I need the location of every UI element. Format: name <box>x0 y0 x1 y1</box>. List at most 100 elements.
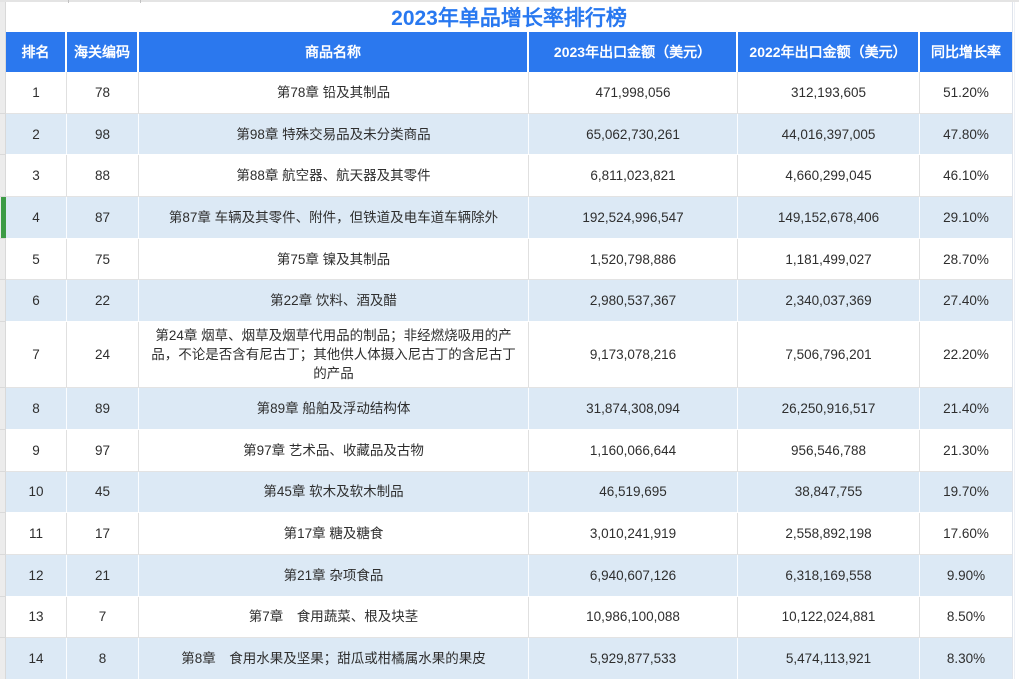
rank-cell[interactable]: 1 <box>6 72 67 113</box>
amount-2022-cell[interactable]: 6,318,169,558 <box>738 554 920 596</box>
rank-cell[interactable]: 10 <box>6 471 67 513</box>
rank-cell[interactable]: 7 <box>6 322 67 388</box>
hs-code-cell[interactable]: 7 <box>67 596 139 638</box>
product-name-cell[interactable]: 第24章 烟草、烟草及烟草代用品的制品；非经燃烧吸用的产品，不论是否含有尼古丁；… <box>139 322 529 388</box>
amount-2022-cell[interactable]: 26,250,916,517 <box>738 388 920 429</box>
table-row[interactable]: 10 45 第45章 软木及软木制品 46,519,695 38,847,755 19.7… <box>0 471 1019 514</box>
product-name-cell[interactable]: 第17章 糖及糖食 <box>139 513 529 554</box>
hs-code-cell[interactable]: 88 <box>67 155 139 197</box>
growth-rate-cell[interactable]: 9.90% <box>946 567 986 583</box>
col-header-rank[interactable]: 排名 <box>6 32 67 72</box>
growth-rate-cell[interactable]: 8.30% <box>946 651 986 667</box>
growth-rate-cell[interactable]: 27.40% <box>943 293 989 309</box>
amount-2022-cell[interactable]: 10,122,024,881 <box>738 596 920 638</box>
product-name-cell[interactable]: 第97章 艺术品、收藏品及古物 <box>139 429 529 471</box>
col-header-product[interactable]: 商品名称 <box>139 32 529 72</box>
rank-cell[interactable]: 8 <box>6 388 67 429</box>
growth-rate-cell[interactable]: 51.20% <box>943 84 989 100</box>
growth-rate-cell[interactable]: 17.60% <box>943 526 989 542</box>
rank-cell[interactable]: 2 <box>6 113 67 155</box>
amount-2023-cell[interactable]: 9,173,078,216 <box>529 322 738 388</box>
amount-2022-cell[interactable]: 312,193,605 <box>738 72 920 113</box>
hs-code-cell[interactable]: 8 <box>67 638 139 679</box>
hs-code-cell[interactable]: 45 <box>67 471 139 513</box>
amount-2023-cell[interactable]: 2,980,537,367 <box>529 280 738 322</box>
amount-2022-cell[interactable]: 149,152,678,406 <box>738 197 920 238</box>
table-row[interactable]: 5 75 第75章 镍及其制品 1,520,798,886 1,181,499,027 2… <box>0 238 1019 281</box>
table-row[interactable]: 14 8 第8章 食用水果及坚果；甜瓜或柑橘属水果的果皮 5,929,877,533 5… <box>0 638 1019 679</box>
amount-2023-cell[interactable]: 3,010,241,919 <box>529 513 738 554</box>
product-name-cell[interactable]: 第88章 航空器、航天器及其零件 <box>139 155 529 197</box>
hs-code-cell[interactable]: 21 <box>67 554 139 596</box>
product-name-cell[interactable]: 第89章 船舶及浮动结构体 <box>139 388 529 429</box>
amount-2023-cell[interactable]: 471,998,056 <box>529 72 738 113</box>
col-header-hs-code[interactable]: 海关编码 <box>67 32 139 72</box>
amount-2023-cell[interactable]: 1,160,066,644 <box>529 429 738 471</box>
amount-2022-cell[interactable]: 1,181,499,027 <box>738 238 920 280</box>
product-name-cell[interactable]: 第75章 镍及其制品 <box>139 238 529 280</box>
hs-code-cell[interactable]: 17 <box>67 513 139 554</box>
col-header-export-2023[interactable]: 2023年出口金额（美元） <box>529 32 738 72</box>
amount-2022-cell[interactable]: 44,016,397,005 <box>738 113 920 155</box>
hs-code-cell[interactable]: 89 <box>67 388 139 429</box>
amount-2023-cell[interactable]: 6,811,023,821 <box>529 155 738 197</box>
amount-2023-cell[interactable]: 5,929,877,533 <box>529 638 738 679</box>
amount-2023-cell[interactable]: 192,524,996,547 <box>529 197 738 238</box>
table-row[interactable]: 8 89 第89章 船舶及浮动结构体 31,874,308,094 26,250,916… <box>0 388 1019 430</box>
amount-2023-cell[interactable]: 6,940,607,126 <box>529 554 738 596</box>
hs-code-cell[interactable]: 22 <box>67 280 139 322</box>
growth-rate-cell[interactable]: 21.30% <box>943 442 989 458</box>
table-row[interactable]: 2 98 第98章 特殊交易品及未分类商品 65,062,730,261 44,016,… <box>0 113 1019 156</box>
hs-code-cell[interactable]: 98 <box>67 113 139 155</box>
table-row[interactable]: 3 88 第88章 航空器、航天器及其零件 6,811,023,821 4,660,29… <box>0 155 1019 198</box>
rank-cell[interactable]: 14 <box>6 638 67 679</box>
amount-2022-cell[interactable]: 38,847,755 <box>738 471 920 513</box>
table-row[interactable]: 12 21 第21章 杂项食品 6,940,607,126 6,318,169,558 9… <box>0 554 1019 597</box>
growth-rate-cell[interactable]: 46.10% <box>943 168 989 184</box>
product-name-cell[interactable]: 第98章 特殊交易品及未分类商品 <box>139 113 529 155</box>
table-row[interactable]: 11 17 第17章 糖及糖食 3,010,241,919 2,558,892,198 1… <box>0 513 1019 555</box>
growth-rate-cell[interactable]: 47.80% <box>943 126 989 142</box>
product-name-cell[interactable]: 第21章 杂项食品 <box>139 554 529 596</box>
product-name-cell[interactable]: 第78章 铅及其制品 <box>139 72 529 113</box>
product-name-cell[interactable]: 第7章 食用蔬菜、根及块茎 <box>139 596 529 638</box>
table-row[interactable]: 4 87 第87章 车辆及其零件、附件，但铁道及电车道车辆除外 192,524,996… <box>0 197 1019 239</box>
amount-2022-cell[interactable]: 5,474,113,921 <box>738 638 920 679</box>
col-header-growth-rate[interactable]: 同比增长率 <box>931 44 1001 60</box>
rank-cell[interactable]: 6 <box>6 280 67 322</box>
amount-2022-cell[interactable]: 2,558,892,198 <box>738 513 920 554</box>
product-name-cell[interactable]: 第8章 食用水果及坚果；甜瓜或柑橘属水果的果皮 <box>139 638 529 679</box>
rank-cell[interactable]: 12 <box>6 554 67 596</box>
amount-2023-cell[interactable]: 1,520,798,886 <box>529 238 738 280</box>
rank-cell[interactable]: 4 <box>6 197 67 238</box>
hs-code-cell[interactable]: 87 <box>67 197 139 238</box>
product-name-cell[interactable]: 第45章 软木及软木制品 <box>139 471 529 513</box>
growth-rate-cell[interactable]: 28.70% <box>943 251 989 267</box>
growth-rate-cell[interactable]: 21.40% <box>943 400 989 416</box>
growth-rate-cell[interactable]: 29.10% <box>943 209 989 225</box>
product-name-cell[interactable]: 第87章 车辆及其零件、附件，但铁道及电车道车辆除外 <box>139 197 529 238</box>
table-row[interactable]: 6 22 第22章 饮料、酒及醋 2,980,537,367 2,340,037,369… <box>0 280 1019 323</box>
amount-2023-cell[interactable]: 10,986,100,088 <box>529 596 738 638</box>
amount-2022-cell[interactable]: 2,340,037,369 <box>738 280 920 322</box>
growth-rate-cell[interactable]: 22.20% <box>943 347 989 363</box>
rank-cell[interactable]: 13 <box>6 596 67 638</box>
product-name-cell[interactable]: 第22章 饮料、酒及醋 <box>139 280 529 322</box>
rank-cell[interactable]: 9 <box>6 429 67 471</box>
amount-2022-cell[interactable]: 4,660,299,045 <box>738 155 920 197</box>
growth-rate-cell[interactable]: 8.50% <box>946 609 986 625</box>
table-row[interactable]: 13 7 第7章 食用蔬菜、根及块茎 10,986,100,088 10,122,024… <box>0 596 1019 639</box>
hs-code-cell[interactable]: 78 <box>67 72 139 113</box>
growth-rate-cell[interactable]: 19.70% <box>943 484 989 500</box>
amount-2023-cell[interactable]: 31,874,308,094 <box>529 388 738 429</box>
amount-2023-cell[interactable]: 65,062,730,261 <box>529 113 738 155</box>
hs-code-cell[interactable]: 97 <box>67 429 139 471</box>
table-row[interactable]: 9 97 第97章 艺术品、收藏品及古物 1,160,066,644 956,546,7… <box>0 429 1019 472</box>
amount-2022-cell[interactable]: 7,506,796,201 <box>738 322 920 388</box>
rank-cell[interactable]: 5 <box>6 238 67 280</box>
table-row[interactable]: 1 78 第78章 铅及其制品 471,998,056 312,193,605 51.20… <box>0 72 1019 114</box>
rank-cell[interactable]: 3 <box>6 155 67 197</box>
rank-cell[interactable]: 11 <box>6 513 67 554</box>
hs-code-cell[interactable]: 75 <box>67 238 139 280</box>
table-row[interactable]: 7 24 第24章 烟草、烟草及烟草代用品的制品；非经燃烧吸用的产品，不论是否含有尼… <box>0 322 1019 389</box>
